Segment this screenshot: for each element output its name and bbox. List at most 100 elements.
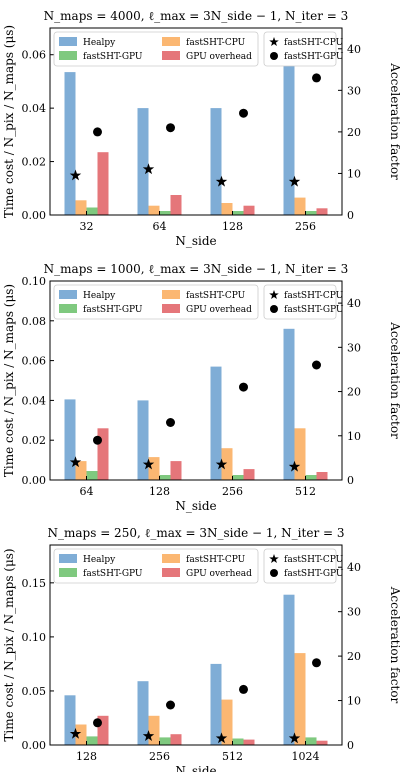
- y2-tick-label: 0: [347, 209, 354, 222]
- legend-swatch: [59, 304, 77, 313]
- bar-fastsht-gpu-512: [232, 738, 244, 745]
- x-tick-label: 64: [153, 220, 167, 233]
- marker-circle-256: [166, 700, 175, 710]
- marker-circle-64: [93, 435, 102, 445]
- chart-panel-2: N_maps = 1000, ℓ_max = 3N_side − 1, N_it…: [2, 262, 400, 513]
- y2-tick-label: 20: [347, 386, 361, 399]
- bar-gpu-overhead-64: [97, 428, 109, 480]
- legend-circle-icon: [270, 305, 278, 313]
- marker-star-512: [215, 732, 228, 744]
- legend-swatch: [59, 568, 77, 577]
- y2-tick-label: 40: [347, 561, 361, 574]
- legend: Healpy fastSHT-CPU fastSHT-GPU GPU overhead…: [53, 284, 344, 320]
- x-tick-label: 256: [149, 750, 170, 763]
- legend-star-icon: [269, 37, 279, 47]
- y-tick-label: 0.06: [22, 49, 47, 62]
- y-axis-title: Time cost / N_pix / N_maps (μs): [2, 284, 16, 477]
- y2-tick-label: 30: [347, 606, 361, 619]
- x-tick-label: 512: [295, 485, 316, 498]
- marker-star-512: [288, 460, 301, 472]
- marker-circle-64: [166, 123, 175, 133]
- bar-healpy-128: [64, 695, 76, 745]
- legend-label: fastSHT-GPU: [83, 52, 143, 62]
- bar-fastsht-gpu-512: [305, 475, 317, 480]
- bar-healpy-128: [137, 400, 149, 480]
- bar-healpy-256: [210, 366, 222, 480]
- marker-circle-32: [93, 127, 102, 137]
- legend-box-markers: [263, 548, 337, 584]
- bar-gpu-overhead-256: [170, 734, 182, 745]
- bar-healpy-512: [283, 328, 295, 480]
- bar-healpy-32: [64, 72, 76, 215]
- bar-gpu-overhead-128: [97, 715, 109, 745]
- marker-circle-128: [166, 418, 175, 427]
- legend-label: fastSHT-CPU: [284, 38, 344, 48]
- y-tick-label: 0.02: [22, 156, 47, 169]
- bar-fastsht-cpu-512: [221, 699, 233, 745]
- marker-star-256: [142, 730, 155, 741]
- legend-label: GPU overhead: [186, 305, 252, 315]
- y-tick-label: 0.00: [22, 739, 47, 752]
- legend-label: Healpy: [83, 38, 116, 48]
- legend-swatch: [59, 51, 77, 60]
- bar-gpu-overhead-1024: [316, 740, 328, 745]
- legend-label: fastSHT-GPU: [83, 569, 143, 579]
- legend-swatch: [162, 568, 180, 577]
- plot-frame: [49, 27, 343, 216]
- y2-tick-label: 30: [347, 341, 361, 354]
- legend-label: Healpy: [83, 291, 116, 301]
- bar-fastsht-gpu-256: [305, 211, 317, 215]
- y2-tick-label: 0: [347, 474, 354, 487]
- legend-label: fastSHT-GPU: [284, 305, 344, 315]
- bar-fastsht-cpu-128: [221, 203, 233, 215]
- x-tick-label: 512: [222, 750, 243, 763]
- legend-label: fastSHT-CPU: [284, 291, 344, 301]
- marker-circle-128: [93, 718, 102, 728]
- y2-axis-title: Acceleration factor: [388, 586, 400, 704]
- bar-fastsht-cpu-32: [75, 200, 87, 215]
- bar-fastsht-cpu-256: [221, 448, 233, 480]
- bar-fastsht-gpu-128: [159, 475, 171, 480]
- y2-axis-title: Acceleration factor: [388, 62, 400, 180]
- bar-gpu-overhead-256: [243, 469, 255, 480]
- bar-fastsht-cpu-1024: [294, 653, 306, 745]
- bar-fastsht-gpu-64: [159, 211, 171, 215]
- legend-circle-icon: [270, 52, 278, 60]
- legend-label: fastSHT-CPU: [186, 555, 246, 565]
- bar-gpu-overhead-128: [170, 461, 182, 480]
- bar-healpy-256: [137, 681, 149, 745]
- x-axis-title: N_side: [175, 234, 216, 248]
- y-tick-label: 0.02: [22, 434, 47, 447]
- y2-tick-label: 10: [347, 695, 361, 708]
- bar-fastsht-cpu-64: [75, 461, 87, 480]
- bar-gpu-overhead-256: [316, 208, 328, 215]
- legend-box-bars: [53, 31, 259, 67]
- y-tick-label: 0.10: [22, 275, 47, 288]
- marker-circle-128: [239, 108, 248, 118]
- marker-star-256: [288, 175, 301, 187]
- bar-fastsht-gpu-256: [159, 737, 171, 745]
- bar-fastsht-cpu-256: [294, 197, 306, 215]
- legend-label: fastSHT-CPU: [186, 291, 246, 301]
- marker-star-64: [142, 163, 155, 175]
- legend-box-markers: [263, 31, 337, 67]
- bar-fastsht-cpu-256: [148, 715, 160, 745]
- legend-label: fastSHT-GPU: [83, 305, 143, 315]
- legend-swatch: [162, 554, 180, 563]
- bar-fastsht-cpu-128: [148, 457, 160, 480]
- marker-circle-256: [239, 382, 248, 392]
- marker-star-1024: [288, 732, 301, 744]
- y-tick-label: 0.00: [22, 209, 47, 222]
- chart-title: N_maps = 4000, ℓ_max = 3N_side − 1, N_it…: [44, 9, 349, 23]
- x-tick-label: 256: [222, 485, 243, 498]
- legend-star-icon: [269, 290, 279, 300]
- y-tick-label: 0.00: [22, 474, 47, 487]
- y2-tick-label: 0: [347, 739, 354, 752]
- legend-box-bars: [53, 284, 259, 320]
- bar-fastsht-gpu-64: [86, 471, 98, 480]
- x-axis-title: N_side: [175, 764, 216, 772]
- marker-star-128: [215, 175, 228, 187]
- y2-tick-label: 40: [347, 43, 361, 56]
- x-tick-label: 128: [76, 750, 97, 763]
- bar-healpy-256: [283, 62, 295, 216]
